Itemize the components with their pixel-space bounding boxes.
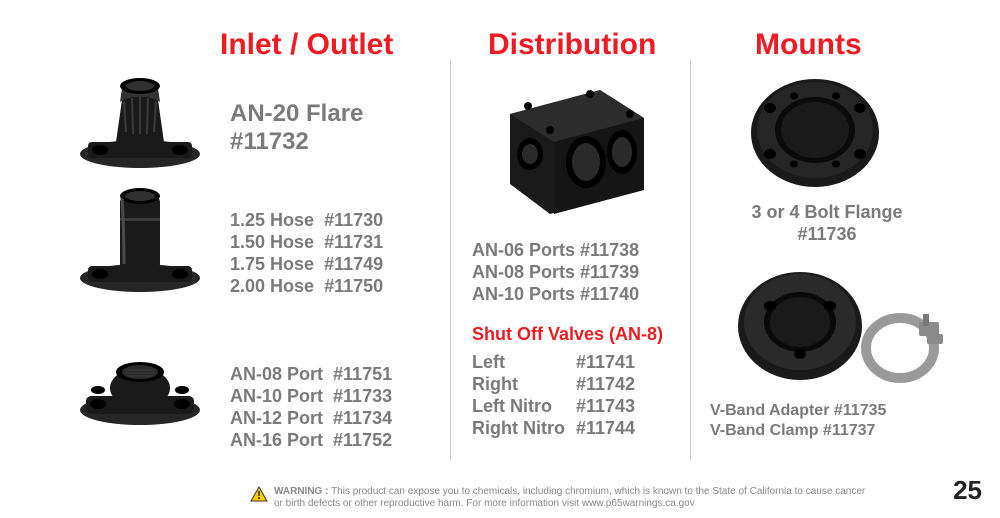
port-name: AN-08 Port bbox=[230, 364, 323, 384]
warning-body: This product can expose you to chemicals… bbox=[274, 486, 865, 509]
shutoff-name: Left bbox=[472, 350, 576, 374]
shutoff-row: Left#11741 bbox=[472, 350, 672, 374]
port-part: #11733 bbox=[333, 386, 392, 406]
heading-distribution: Distribution bbox=[488, 28, 656, 62]
heading-inlet-outlet: Inlet / Outlet bbox=[220, 28, 393, 62]
vband-clamp-part: #11737 bbox=[823, 422, 876, 439]
shutoff-row: Right#11742 bbox=[472, 372, 672, 396]
hose-name: 2.00 Hose bbox=[230, 276, 314, 296]
shutoff-name: Right bbox=[472, 372, 576, 396]
shutoff-part: #11741 bbox=[576, 352, 635, 372]
vband-row: V-Band Clamp #11737 bbox=[710, 420, 875, 442]
shutoff-name: Right Nitro bbox=[472, 416, 576, 440]
dist-port-name: AN-08 Ports bbox=[472, 262, 575, 282]
dist-port-part: #11740 bbox=[580, 284, 639, 304]
dist-port-name: AN-06 Ports bbox=[472, 240, 575, 260]
port-name: AN-16 Port bbox=[230, 430, 323, 450]
hose-part: #11730 bbox=[324, 210, 383, 230]
vband-adapter-part: #11735 bbox=[834, 402, 887, 419]
hose-row: 1.25 Hose #11730 bbox=[230, 208, 383, 232]
part-image-port bbox=[70, 332, 210, 437]
part-image-distribution-block bbox=[490, 70, 660, 225]
hose-name: 1.75 Hose bbox=[230, 254, 314, 274]
dist-port-row: AN-06 Ports #11738 bbox=[472, 238, 639, 262]
hose-part: #11749 bbox=[324, 254, 383, 274]
page-number: 25 bbox=[953, 475, 982, 506]
dist-port-name: AN-10 Ports bbox=[472, 284, 575, 304]
port-row: AN-08 Port #11751 bbox=[230, 362, 392, 386]
dist-port-row: AN-10 Ports #11740 bbox=[472, 282, 639, 306]
column-divider bbox=[450, 60, 451, 460]
hose-row: 2.00 Hose #11750 bbox=[230, 274, 383, 298]
port-part: #11751 bbox=[333, 364, 392, 384]
part-image-hose bbox=[70, 178, 210, 303]
vband-clamp-name: V-Band Clamp bbox=[710, 422, 818, 439]
warning-notice: WARNING : This product can expose you to… bbox=[250, 486, 870, 510]
shutoff-row: Left Nitro#11743 bbox=[472, 394, 672, 418]
part-image-bolt-flange bbox=[740, 68, 890, 203]
port-name: AN-12 Port bbox=[230, 408, 323, 428]
label-flange-part: #11736 bbox=[737, 222, 917, 246]
vband-adapter-name: V-Band Adapter bbox=[710, 402, 829, 419]
warning-label: WARNING : bbox=[274, 486, 328, 497]
hose-part: #11750 bbox=[324, 276, 383, 296]
heading-mounts: Mounts bbox=[755, 28, 862, 62]
hose-name: 1.50 Hose bbox=[230, 232, 314, 252]
dist-port-row: AN-08 Ports #11739 bbox=[472, 260, 639, 284]
warning-icon bbox=[250, 486, 268, 506]
shutoff-part: #11744 bbox=[576, 418, 635, 438]
port-row: AN-12 Port #11734 bbox=[230, 406, 392, 430]
hose-row: 1.75 Hose #11749 bbox=[230, 252, 383, 276]
shutoff-part: #11743 bbox=[576, 396, 635, 416]
dist-port-part: #11738 bbox=[580, 240, 639, 260]
label-flare-part: #11732 bbox=[230, 126, 309, 158]
warning-text: WARNING : This product can expose you to… bbox=[274, 486, 870, 510]
port-name: AN-10 Port bbox=[230, 386, 323, 406]
port-part: #11734 bbox=[333, 408, 392, 428]
shutoff-row: Right Nitro#11744 bbox=[472, 416, 672, 440]
dist-port-part: #11739 bbox=[580, 262, 639, 282]
port-part: #11752 bbox=[333, 430, 392, 450]
hose-name: 1.25 Hose bbox=[230, 210, 314, 230]
shutoff-part: #11742 bbox=[576, 374, 635, 394]
vband-row: V-Band Adapter #11735 bbox=[710, 400, 886, 422]
column-divider bbox=[690, 60, 691, 460]
port-row: AN-16 Port #11752 bbox=[230, 428, 392, 452]
hose-row: 1.50 Hose #11731 bbox=[230, 230, 383, 254]
part-image-vband bbox=[720, 258, 950, 403]
subheading-shutoff: Shut Off Valves (AN-8) bbox=[472, 324, 663, 345]
shutoff-name: Left Nitro bbox=[472, 394, 576, 418]
hose-part: #11731 bbox=[324, 232, 383, 252]
part-image-flare bbox=[70, 62, 210, 177]
label-flange-name: 3 or 4 Bolt Flange bbox=[737, 200, 917, 224]
port-row: AN-10 Port #11733 bbox=[230, 384, 392, 408]
